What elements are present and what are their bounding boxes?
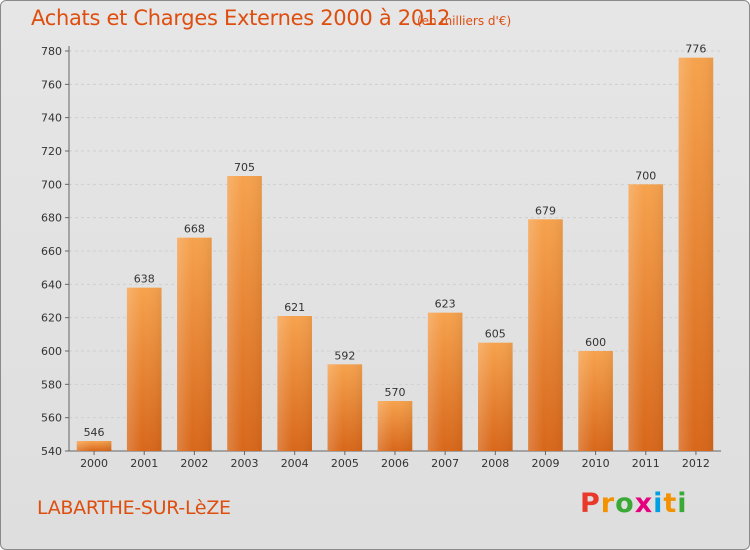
commune-name: LABARTHE-SUR-LèZE [37, 497, 231, 519]
bar-value-label: 776 [685, 43, 706, 56]
bar-shine [177, 237, 212, 451]
y-tick-label: 540 [41, 445, 62, 458]
y-tick-label: 700 [41, 178, 62, 191]
y-tick-label: 720 [41, 145, 62, 158]
bar-shine [427, 312, 463, 451]
y-tick-label: 660 [41, 245, 62, 258]
bar-shine [628, 184, 664, 452]
logo-letter: x [634, 488, 654, 519]
proxiti-logo[interactable]: Proxiti [580, 488, 688, 519]
y-tick-label: 780 [41, 45, 62, 58]
chart-title: Achats et Charges Externes 2000 à 2012 [31, 6, 451, 30]
chart-subtitle: (en milliers d'€) [417, 14, 512, 28]
bar-shine [327, 364, 363, 451]
bar-shine [377, 401, 413, 451]
bar-value-label: 638 [134, 273, 155, 286]
y-tick-label: 680 [41, 212, 62, 225]
x-tick-label: 2006 [381, 457, 409, 470]
x-tick-label: 2005 [331, 457, 359, 470]
x-tick-label: 2011 [632, 457, 660, 470]
bar-value-label: 546 [84, 426, 105, 439]
logo-letter: r [600, 488, 616, 519]
logo-letter: P [580, 488, 601, 519]
logo-letter: i [653, 488, 664, 519]
x-tick-label: 2004 [281, 457, 309, 470]
bar-shine [126, 287, 162, 451]
x-tick-label: 2008 [481, 457, 509, 470]
bar-value-label: 700 [635, 169, 656, 182]
label-layer: 546 2000 638 2001 668 2002 705 2003 621 2004 592 20… [80, 43, 710, 470]
logo-letter: t [663, 488, 678, 519]
x-tick-label: 2003 [231, 457, 259, 470]
bar-value-label: 570 [385, 386, 406, 399]
bar-shine [227, 176, 262, 451]
bar-value-label: 605 [485, 328, 506, 341]
y-tick-label: 760 [41, 78, 62, 91]
x-tick-label: 2007 [431, 457, 459, 470]
x-tick-label: 2010 [582, 457, 610, 470]
y-tick-label: 620 [41, 312, 62, 325]
y-tick-label: 640 [41, 278, 62, 291]
bar-value-label: 592 [334, 349, 355, 362]
bar-value-label: 679 [535, 204, 556, 217]
bar-value-label: 705 [234, 161, 255, 174]
y-tick-label: 580 [41, 378, 62, 391]
x-tick-label: 2012 [682, 457, 710, 470]
y-tick-label: 740 [41, 112, 62, 125]
bar-shine [478, 342, 513, 451]
bar-value-label: 621 [284, 301, 305, 314]
y-tick-label: 560 [41, 412, 62, 425]
logo-letter: o [615, 488, 635, 519]
bar-value-label: 668 [184, 223, 205, 236]
bar-value-label: 623 [435, 298, 456, 311]
x-tick-label: 2009 [531, 457, 559, 470]
bar-shine [678, 57, 714, 452]
bar-shine [76, 441, 112, 451]
x-tick-label: 2001 [130, 457, 158, 470]
bar-value-label: 600 [585, 336, 606, 349]
bar-shine [277, 316, 312, 451]
logo-letter: i [677, 488, 688, 519]
bar-shine [578, 351, 613, 451]
y-tick-label: 600 [41, 345, 62, 358]
x-tick-label: 2000 [80, 457, 108, 470]
bar-shine [528, 219, 563, 451]
x-tick-label: 2002 [180, 457, 208, 470]
bar-layer [76, 57, 714, 452]
